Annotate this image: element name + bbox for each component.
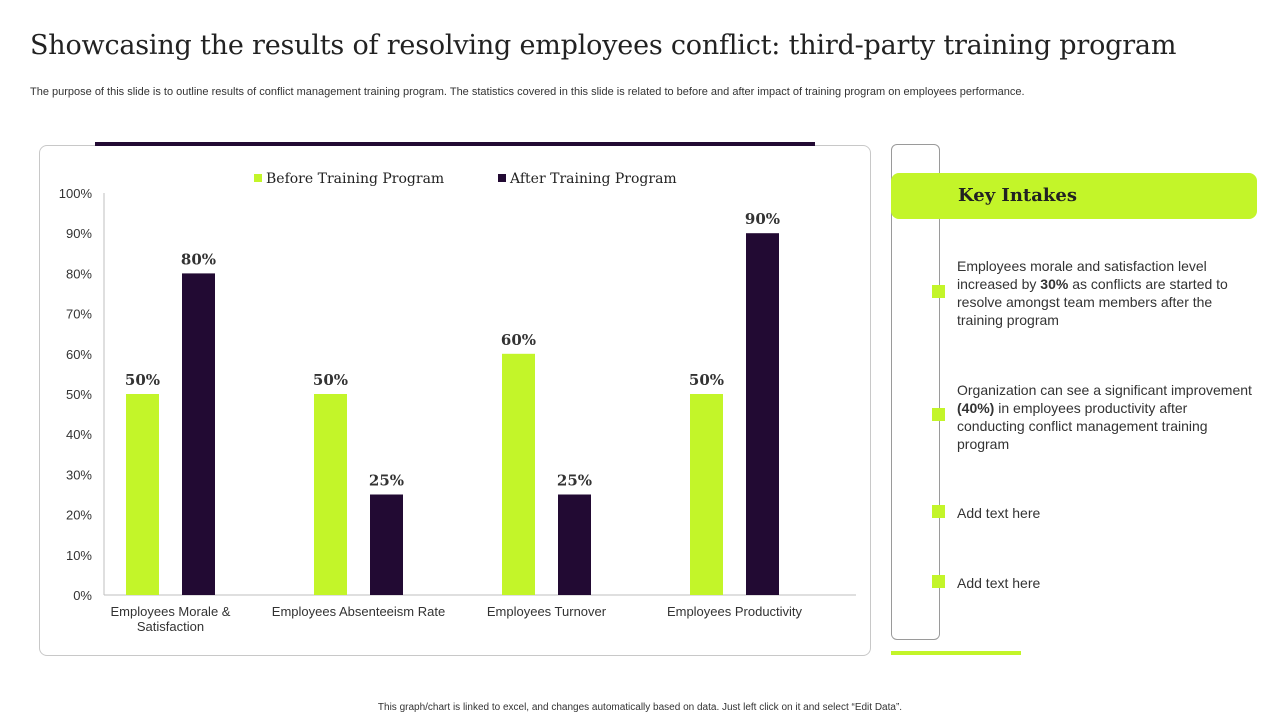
legend-swatch	[498, 174, 506, 182]
bar	[370, 494, 403, 595]
data-label: 25%	[369, 472, 404, 490]
key-intake-point: Add text here	[957, 575, 1041, 591]
bullet-icon	[932, 505, 945, 518]
bottom-accent-line	[891, 651, 1021, 655]
chart-top-accent-bar	[95, 142, 815, 146]
bullet-icon	[932, 408, 945, 421]
bar	[182, 273, 215, 595]
bullet-icon	[932, 285, 945, 298]
x-category-label: Employees Productivity	[667, 604, 803, 619]
y-tick-label: 80%	[66, 266, 92, 281]
y-tick-label: 90%	[66, 226, 92, 241]
y-tick-label: 10%	[66, 548, 92, 563]
key-intakes-heading: Key Intakes	[958, 185, 1077, 206]
bar	[558, 494, 591, 595]
footer-note: This graph/chart is linked to excel, and…	[377, 702, 903, 713]
key-intake-point: Add text here	[957, 505, 1041, 521]
x-category-label: Employees Morale &	[111, 604, 231, 619]
y-tick-label: 20%	[66, 508, 92, 523]
x-category-label: Satisfaction	[137, 619, 204, 634]
x-category-label: Employees Turnover	[487, 604, 607, 619]
key-intake-point: Organization can see a significant impro…	[957, 382, 1252, 452]
key-intake-point: Employees morale and satisfaction level …	[957, 258, 1228, 328]
legend-label: After Training Program	[509, 171, 677, 187]
data-label: 80%	[181, 250, 216, 268]
x-category-label: Employees Absenteeism Rate	[272, 604, 445, 619]
y-tick-label: 0%	[73, 588, 92, 603]
bar	[502, 353, 535, 595]
y-tick-label: 50%	[66, 387, 92, 402]
y-tick-label: 70%	[66, 307, 92, 322]
bar	[126, 394, 159, 595]
data-label: 50%	[125, 371, 160, 389]
page-title: Showcasing the results of resolving empl…	[30, 30, 1177, 61]
data-label: 25%	[557, 472, 592, 490]
y-tick-label: 60%	[66, 347, 92, 362]
data-label: 50%	[313, 371, 348, 389]
bar	[746, 233, 779, 595]
y-tick-label: 100%	[59, 186, 93, 201]
data-label: 90%	[745, 210, 780, 228]
key-intakes-panel	[891, 144, 940, 640]
legend-swatch	[254, 174, 262, 182]
data-label: 50%	[689, 371, 724, 389]
data-label: 60%	[501, 331, 536, 349]
page-subtitle: The purpose of this slide is to outline …	[30, 86, 1025, 98]
bar	[690, 394, 723, 595]
key-intakes-banner	[891, 173, 1257, 219]
bullet-icon	[932, 575, 945, 588]
legend-label: Before Training Program	[266, 171, 444, 187]
bar	[314, 394, 347, 595]
y-tick-label: 30%	[66, 467, 92, 482]
y-tick-label: 40%	[66, 427, 92, 442]
bar-chart: 0% 10% 20% 30% 40% 50% 60% 70% 80% 90% 100% 50% 80% E…	[59, 171, 856, 634]
